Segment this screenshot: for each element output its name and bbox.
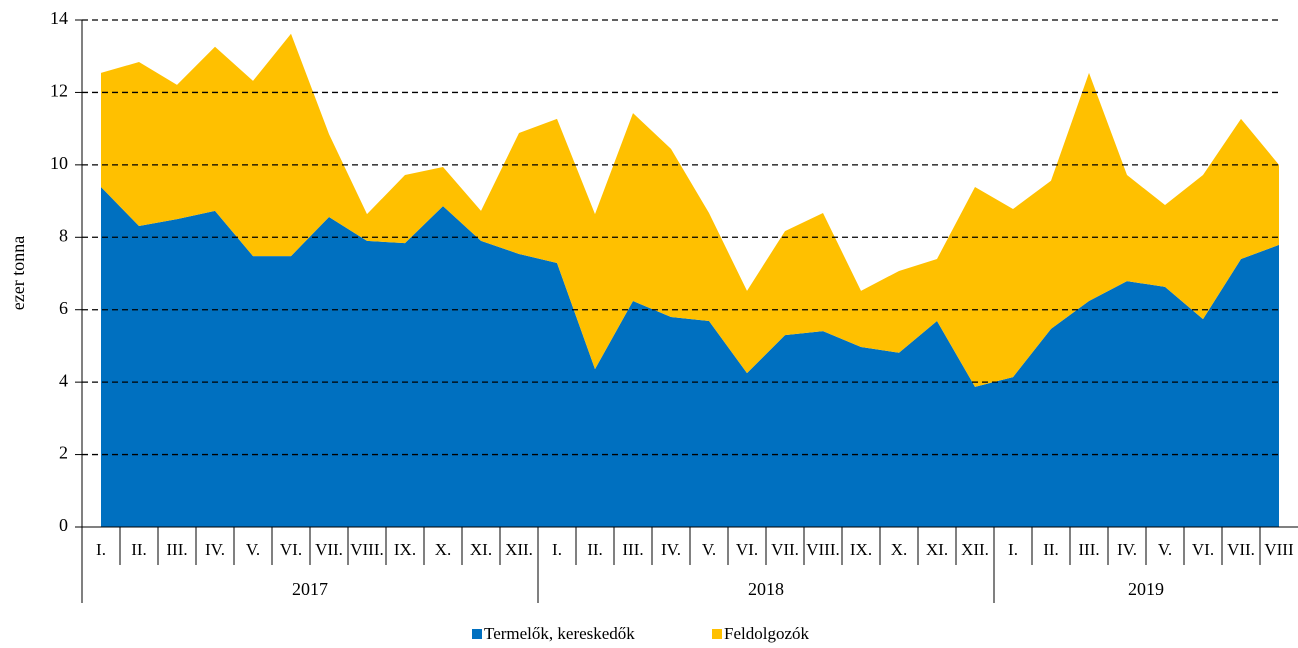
x-tick-label: II.: [131, 540, 147, 559]
x-tick-label: VIII.: [806, 540, 840, 559]
x-tick-label: IV.: [1117, 540, 1137, 559]
x-tick-label: V.: [1158, 540, 1172, 559]
x-tick-label: VII.: [315, 540, 343, 559]
x-tick-label: III.: [166, 540, 187, 559]
y-tick-label: 8: [59, 225, 68, 245]
x-tick-label: IV.: [205, 540, 225, 559]
legend-label: Termelők, kereskedők: [484, 624, 635, 643]
y-axis-label: ezer tonna: [8, 236, 28, 310]
y-tick-label: 10: [50, 153, 68, 173]
x-tick-label: II.: [587, 540, 603, 559]
x-tick-label: I.: [1008, 540, 1018, 559]
x-tick-label: IX.: [394, 540, 416, 559]
x-tick-label: I.: [96, 540, 106, 559]
x-tick-label: V.: [702, 540, 716, 559]
legend-swatch: [712, 629, 722, 639]
x-tick-label: I.: [552, 540, 562, 559]
x-tick-label: XI.: [926, 540, 948, 559]
group-label: 2018: [748, 579, 784, 599]
y-tick-label: 4: [59, 370, 68, 390]
x-tick-label: III.: [622, 540, 643, 559]
x-tick-label: III.: [1078, 540, 1099, 559]
legend-swatch: [472, 629, 482, 639]
y-tick-label: 2: [59, 443, 68, 463]
x-tick-label: VIII: [1264, 540, 1294, 559]
x-tick-label: V.: [246, 540, 260, 559]
x-tick-label: VIII.: [350, 540, 384, 559]
x-tick-label: VI.: [736, 540, 758, 559]
x-tick-label: IV.: [661, 540, 681, 559]
area: [101, 33, 1279, 387]
y-tick-label: 14: [50, 8, 68, 28]
group-label: 2017: [292, 579, 328, 599]
y-tick-label: 0: [59, 515, 68, 535]
y-tick-label: 6: [59, 298, 68, 318]
x-tick-label: VI.: [1192, 540, 1214, 559]
x-tick-label: IX.: [850, 540, 872, 559]
area: [101, 186, 1279, 527]
x-tick-label: VI.: [280, 540, 302, 559]
x-tick-label: X.: [891, 540, 908, 559]
legend-label: Feldolgozók: [724, 624, 809, 643]
x-tick-label: II.: [1043, 540, 1059, 559]
x-tick-label: XI.: [470, 540, 492, 559]
x-tick-label: X.: [435, 540, 452, 559]
group-label: 2019: [1128, 579, 1164, 599]
x-tick-label: VII.: [1227, 540, 1255, 559]
x-tick-label: XII.: [505, 540, 533, 559]
y-tick-label: 12: [50, 81, 68, 101]
x-tick-label: XII.: [961, 540, 989, 559]
x-tick-label: VII.: [771, 540, 799, 559]
